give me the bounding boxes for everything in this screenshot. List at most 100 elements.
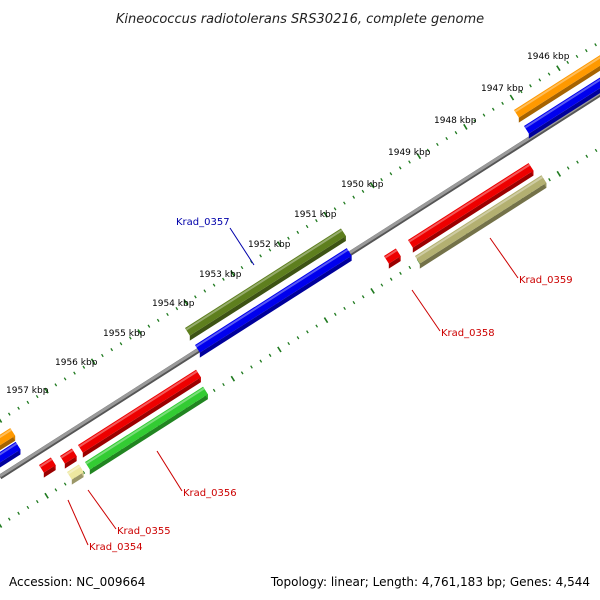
feature-top — [85, 386, 208, 470]
ruler-tick — [566, 166, 570, 170]
cds-orange-left-edge[interactable] — [0, 428, 16, 454]
ruler-tick — [343, 201, 346, 205]
gene-krad-0356[interactable] — [78, 369, 201, 458]
ruler-tick — [416, 153, 422, 160]
gene-label-krad-0354[interactable]: Krad_0354 — [89, 542, 143, 553]
feature-side — [412, 170, 534, 253]
cds-krad-0355[interactable] — [67, 464, 84, 485]
ruler-tick — [268, 353, 272, 357]
ruler-tick — [594, 43, 597, 47]
ruler-tick — [296, 336, 300, 340]
feature-highlight — [195, 248, 349, 348]
feature-top — [0, 441, 21, 463]
feature-highlight — [78, 370, 198, 448]
ruler-tick — [250, 365, 253, 369]
ruler-tick — [7, 412, 11, 416]
cds-blue-krad-0357[interactable] — [195, 248, 352, 358]
ruler-tick — [352, 300, 356, 305]
ruler-tick — [63, 377, 67, 381]
ruler-tick — [240, 265, 244, 270]
ruler-labels: 1946 kbp 1947 kbp 1948 kbp 1949 kbp 1950… — [6, 52, 570, 396]
ruler-tick — [305, 224, 309, 229]
kbp-label: 1949 kbp — [388, 148, 431, 158]
ruler-tick — [594, 148, 598, 153]
feature-side — [89, 394, 208, 475]
feature-top — [384, 248, 401, 264]
ruler-tick — [0, 418, 3, 423]
gene-label-krad-0359[interactable]: Krad_0359 — [519, 275, 573, 286]
ruler-tick — [26, 505, 30, 510]
ruler-tick — [268, 248, 272, 252]
cds-krad-0359[interactable] — [415, 175, 547, 269]
ruler-tick — [82, 470, 86, 474]
gene-krad-0354[interactable] — [39, 457, 56, 478]
cds-orange-top-right[interactable] — [514, 51, 600, 123]
ruler-ticks-upper — [0, 43, 597, 423]
cds-blue-top-right[interactable] — [524, 72, 600, 139]
gene-label-krad-0356[interactable]: Krad_0356 — [183, 488, 237, 499]
ruler-tick — [175, 306, 179, 311]
gene-label-krad-0355[interactable]: Krad_0355 — [117, 526, 171, 537]
ruler-tick — [585, 154, 589, 158]
feature-side — [43, 465, 56, 478]
ruler-tick — [119, 342, 123, 346]
ruler-tick — [408, 265, 412, 270]
ruler-tick — [306, 330, 309, 334]
kbp-label: 1957 kbp — [6, 386, 49, 396]
cds-krad-0357[interactable] — [185, 228, 346, 341]
ruler-tick — [73, 371, 76, 375]
feature-side — [82, 377, 201, 458]
feature-side — [199, 255, 352, 358]
topology-text: Topology: linear; Length: 4,761,183 bp; … — [270, 575, 590, 589]
ruler-tick — [389, 172, 393, 176]
ruler-tick — [166, 312, 169, 317]
ruler-tick — [128, 336, 132, 340]
ruler-tick — [259, 254, 262, 258]
feature-side — [0, 435, 16, 451]
gene-krad-0358[interactable] — [384, 248, 401, 269]
gene-krad-0359[interactable] — [408, 163, 534, 253]
gene-krad-0355[interactable] — [60, 448, 77, 469]
feature-top — [415, 175, 547, 264]
feature-side — [518, 65, 600, 123]
map-title: Kineococcus radiotolerans SRS30216, comp… — [116, 12, 484, 27]
ruler-tick — [230, 270, 235, 277]
ruler-tick — [137, 329, 142, 336]
ruler-tick — [17, 406, 20, 410]
feature-highlight — [408, 163, 531, 243]
cds-krad-0356[interactable] — [85, 386, 208, 475]
gene-label-krad-0357[interactable]: Krad_0357 — [176, 217, 230, 228]
ruler-tick — [548, 178, 551, 182]
ruler-tick — [323, 317, 329, 324]
feature-top — [78, 369, 201, 453]
ruler-tick — [399, 271, 402, 275]
ruler-tick — [556, 170, 562, 177]
ruler-tick — [501, 101, 504, 105]
ruler-tick — [529, 84, 532, 88]
ruler-tick — [408, 160, 411, 164]
feature-top — [0, 428, 16, 446]
kbp-label: 1955 kbp — [103, 329, 146, 339]
gene-label-krad-0358[interactable]: Krad_0358 — [441, 328, 495, 339]
ruler-tick — [436, 142, 439, 147]
feature-side — [388, 256, 401, 269]
ruler-tick — [389, 277, 393, 281]
ruler-tick — [547, 72, 551, 76]
callout-lines — [67, 227, 519, 546]
ruler-tick — [17, 511, 20, 515]
feature-side — [419, 182, 547, 269]
feature-highlight — [39, 458, 53, 468]
kbp-label: 1953 kbp — [199, 270, 242, 280]
ruler-tick — [361, 189, 365, 193]
kbp-label: 1951 kbp — [294, 210, 337, 220]
ruler-tick — [259, 359, 263, 363]
feature-highlight — [185, 229, 343, 331]
feature-top — [60, 448, 77, 464]
ruler-tick — [575, 54, 579, 59]
gene-features — [0, 51, 600, 485]
feature-side — [528, 88, 600, 139]
cds-blue-left-edge[interactable] — [0, 441, 21, 470]
ruler-tick — [90, 358, 96, 365]
feature-top — [67, 464, 84, 480]
